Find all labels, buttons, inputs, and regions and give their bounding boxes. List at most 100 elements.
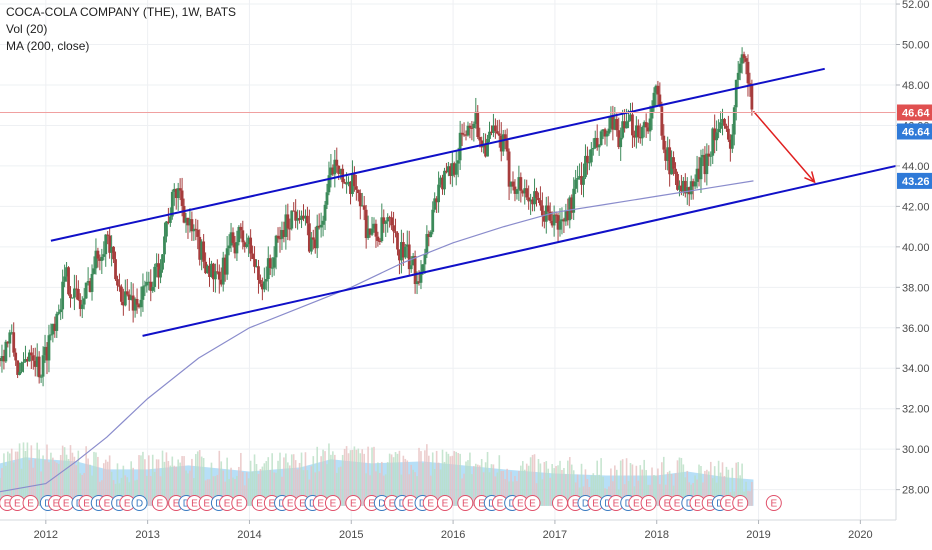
volume-bar	[715, 482, 718, 506]
candle-body	[609, 116, 613, 129]
volume-bar	[187, 473, 189, 506]
candle-body	[22, 361, 25, 363]
ma-indicator-label: MA (200, close)	[6, 39, 90, 53]
candle-body	[392, 225, 395, 232]
candle-body	[186, 217, 190, 226]
candle-body	[247, 237, 251, 245]
candle-body	[358, 192, 362, 207]
volume-bar	[77, 450, 80, 506]
candle-body	[43, 346, 47, 356]
volume-bar	[253, 454, 256, 506]
volume-bar	[518, 471, 520, 506]
candle-body	[147, 281, 151, 283]
candle-body	[104, 234, 108, 255]
event-marker	[131, 495, 148, 511]
candle-body	[143, 285, 147, 287]
volume-bar	[433, 469, 436, 506]
volume-bar	[379, 473, 381, 506]
candle-body	[317, 225, 321, 228]
candle-body	[82, 298, 86, 305]
candle-body	[145, 281, 149, 286]
event-marker-label: E	[173, 499, 180, 510]
volume-bar	[725, 466, 728, 506]
candle-body	[39, 376, 43, 378]
candle-body	[550, 220, 554, 226]
candle-body	[492, 125, 495, 133]
volume-bar	[318, 471, 320, 506]
candle-body	[112, 246, 115, 260]
candle-body	[37, 356, 41, 378]
candle-body	[149, 281, 153, 291]
candle-body	[241, 230, 245, 243]
event-marker-label: D	[95, 499, 102, 510]
event-marker-label: D	[488, 499, 495, 510]
time-axis-label: 2016	[441, 529, 465, 541]
candle-body	[578, 176, 581, 178]
candle-body	[157, 263, 161, 278]
price-axis-bg	[896, 0, 932, 550]
volume-bar	[306, 470, 309, 506]
event-marker-label: E	[674, 499, 681, 510]
candle-body	[198, 236, 202, 260]
price-axis-label: 30.00	[902, 444, 930, 456]
volume-bar	[287, 462, 289, 506]
candle-body	[190, 219, 194, 232]
event-marker-label: E	[368, 499, 375, 510]
candle-body	[568, 197, 572, 221]
candle-body	[560, 219, 564, 222]
volume-bar	[700, 466, 702, 506]
volume-bar	[144, 459, 146, 506]
volume-bar	[165, 452, 168, 506]
candle-body	[537, 197, 540, 201]
volume-bar	[508, 481, 510, 506]
candle-body	[80, 304, 84, 309]
volume-bar	[183, 456, 185, 506]
volume-bar	[7, 451, 9, 506]
candle-body	[0, 356, 4, 362]
volume-bar	[341, 454, 344, 506]
candle-body	[116, 279, 119, 286]
volume-bar	[157, 459, 160, 506]
volume-bar	[492, 464, 495, 506]
candle-body	[742, 54, 746, 59]
candle-body	[670, 157, 674, 175]
candle-body	[370, 228, 374, 235]
candle-body	[654, 85, 658, 93]
candle-body	[139, 299, 143, 308]
candle-body	[349, 181, 352, 194]
event-marker-label: E	[53, 499, 60, 510]
candle-body	[378, 240, 382, 242]
candle-body	[63, 276, 67, 282]
volume-bar	[198, 450, 201, 506]
event-marker-label: D	[604, 499, 611, 510]
candle-body	[388, 217, 392, 219]
volume-bar	[232, 477, 234, 506]
candle-body	[570, 197, 574, 213]
volume-bar	[711, 478, 714, 506]
volume-bar	[67, 459, 70, 506]
volume-bar	[645, 470, 647, 506]
candle-body	[212, 263, 215, 280]
candle-body	[10, 332, 14, 334]
candle-body	[343, 182, 347, 184]
candle-body	[625, 121, 628, 129]
candle-body	[679, 185, 683, 192]
event-marker-label: E	[557, 499, 564, 510]
volume-bar	[561, 469, 563, 506]
volume-bar	[132, 467, 134, 506]
candle-body	[497, 133, 501, 136]
candle-body	[468, 125, 472, 128]
volume-bar	[59, 454, 62, 506]
volume-bar	[365, 473, 367, 506]
volume-bar	[159, 476, 162, 506]
volume-bar	[428, 455, 430, 506]
channel-upper-line	[50, 67, 825, 242]
volume-bar	[627, 481, 630, 506]
candle-body	[542, 215, 546, 222]
candle-body	[490, 131, 493, 133]
candle-body	[601, 129, 605, 132]
volume-bar	[130, 461, 132, 506]
candle-body	[27, 352, 31, 362]
candle-body	[272, 257, 276, 268]
